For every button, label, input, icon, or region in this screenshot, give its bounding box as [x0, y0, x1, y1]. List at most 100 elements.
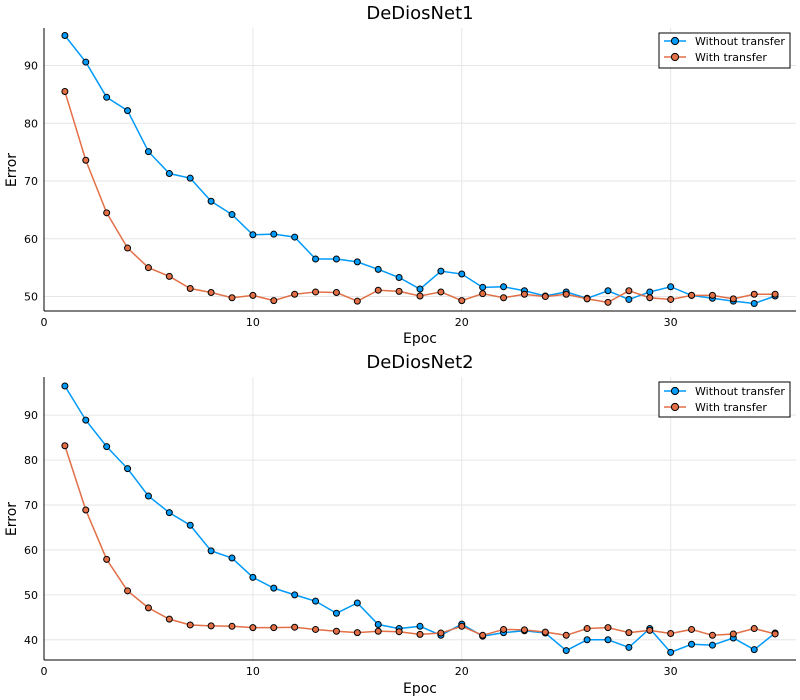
data-point-with-transfer	[625, 287, 633, 295]
data-point-without-transfer	[625, 643, 633, 651]
data-point-with-transfer	[500, 625, 508, 633]
data-point-with-transfer	[416, 630, 424, 638]
chart-dediosnet2: DeDiosNet2 0 10 20 30 40 50 60 70 80 90 Epoc Erro…	[4, 352, 796, 697]
data-point-with-transfer	[437, 629, 445, 637]
data-point-with-transfer	[165, 615, 173, 623]
data-point-without-transfer	[667, 648, 675, 656]
data-point-with-transfer	[144, 604, 152, 612]
data-point-with-transfer	[61, 88, 69, 96]
data-point-with-transfer	[144, 264, 152, 272]
data-point-with-transfer	[583, 295, 591, 303]
data-point-without-transfer	[186, 174, 194, 182]
y-tick-label: 70	[24, 499, 38, 512]
data-point-without-transfer	[312, 255, 320, 263]
data-point-without-transfer	[500, 283, 508, 291]
data-point-without-transfer	[750, 299, 758, 307]
data-point-without-transfer	[165, 170, 173, 178]
data-point-with-transfer	[750, 290, 758, 298]
data-point-with-transfer	[541, 293, 549, 301]
x-tick-label: 10	[246, 665, 260, 678]
data-point-with-transfer	[458, 297, 466, 305]
data-point-with-transfer	[353, 629, 361, 637]
data-point-with-transfer	[291, 290, 299, 298]
data-point-without-transfer	[604, 287, 612, 295]
data-point-with-transfer	[312, 288, 320, 296]
data-point-with-transfer	[103, 555, 111, 563]
data-point-without-transfer	[103, 443, 111, 451]
x-tick-label: 20	[455, 316, 469, 329]
chart-title: DeDiosNet2	[366, 352, 473, 373]
data-point-with-transfer	[750, 625, 758, 633]
data-point-without-transfer	[144, 492, 152, 500]
x-axis-label: Epoc	[403, 331, 437, 347]
data-point-with-transfer	[667, 295, 675, 303]
legend-marker-without	[670, 36, 680, 46]
data-point-without-transfer	[186, 521, 194, 529]
legend-label-without: Without transfer	[695, 385, 785, 398]
data-point-with-transfer	[708, 291, 716, 299]
data-point-without-transfer	[228, 211, 236, 219]
data-point-with-transfer	[416, 292, 424, 300]
data-point-without-transfer	[353, 599, 361, 607]
data-point-without-transfer	[479, 283, 487, 291]
data-point-without-transfer	[61, 32, 69, 40]
legend: Without transfer With transfer	[658, 381, 791, 418]
data-point-with-transfer	[165, 272, 173, 280]
data-point-with-transfer	[708, 631, 716, 639]
data-point-with-transfer	[771, 290, 779, 298]
tick-labels: 0 10 20 30 50 60 70 80 90	[24, 60, 678, 329]
data-point-without-transfer	[332, 609, 340, 617]
data-point-with-transfer	[207, 622, 215, 630]
x-tick-label: 10	[246, 316, 260, 329]
data-point-without-transfer	[708, 641, 716, 649]
y-axis-label: Error	[4, 153, 20, 187]
data-point-with-transfer	[332, 289, 340, 297]
legend-box	[658, 32, 791, 69]
tick-labels: 0 10 20 30 40 50 60 70 80 90	[24, 409, 678, 678]
series-layer	[61, 32, 779, 307]
data-point-with-transfer	[249, 624, 257, 632]
data-point-with-transfer	[374, 627, 382, 635]
data-point-without-transfer	[124, 465, 132, 473]
legend-label-without: Without transfer	[695, 35, 785, 48]
series-line-without-transfer	[64, 35, 776, 305]
data-point-with-transfer	[186, 621, 194, 629]
data-point-without-transfer	[353, 258, 361, 266]
data-point-with-transfer	[124, 244, 132, 252]
x-tick-label: 30	[664, 316, 678, 329]
data-point-with-transfer	[458, 622, 466, 630]
y-tick-label: 60	[24, 233, 38, 246]
data-point-with-transfer	[374, 286, 382, 294]
data-point-with-transfer	[646, 626, 654, 634]
data-point-with-transfer	[353, 297, 361, 305]
y-tick-label: 40	[24, 634, 38, 647]
grid-lines	[44, 28, 796, 311]
data-point-with-transfer	[500, 294, 508, 302]
data-point-with-transfer	[646, 294, 654, 302]
data-point-with-transfer	[520, 290, 528, 298]
x-tick-label: 0	[41, 665, 48, 678]
data-point-with-transfer	[124, 587, 132, 595]
data-point-with-transfer	[688, 291, 696, 299]
legend-marker-without	[670, 386, 680, 396]
data-point-with-transfer	[604, 624, 612, 632]
data-point-with-transfer	[479, 290, 487, 298]
legend-box	[658, 381, 791, 418]
data-point-with-transfer	[270, 297, 278, 305]
data-point-without-transfer	[458, 270, 466, 278]
data-point-with-transfer	[61, 442, 69, 450]
data-point-without-transfer	[416, 285, 424, 293]
data-point-with-transfer	[562, 631, 570, 639]
data-point-without-transfer	[82, 416, 90, 424]
data-point-without-transfer	[562, 647, 570, 655]
data-point-without-transfer	[374, 621, 382, 629]
data-point-without-transfer	[374, 265, 382, 273]
data-point-without-transfer	[625, 295, 633, 303]
y-tick-label: 80	[24, 454, 38, 467]
data-point-with-transfer	[688, 625, 696, 633]
data-point-with-transfer	[228, 294, 236, 302]
data-point-without-transfer	[207, 197, 215, 205]
data-point-without-transfer	[583, 636, 591, 644]
data-point-with-transfer	[103, 209, 111, 217]
data-point-with-transfer	[82, 506, 90, 514]
